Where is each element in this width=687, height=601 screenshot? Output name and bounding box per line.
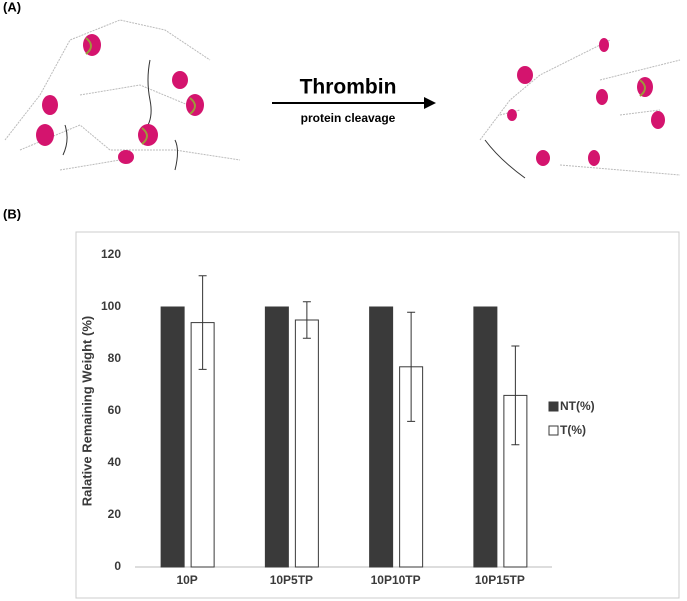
- bar: [369, 306, 394, 568]
- x-tick-label: 10P: [176, 573, 197, 587]
- network-before: [4, 19, 241, 171]
- panel-label: (B): [3, 206, 21, 221]
- y-axis-label: Ralative Remaining Weight (%): [79, 316, 94, 506]
- network-after: [479, 38, 681, 179]
- bar: [473, 306, 498, 568]
- bar: [264, 306, 289, 568]
- bar: [160, 306, 185, 568]
- legend-swatch: [548, 425, 559, 436]
- x-tick-label: 10P15TP: [475, 573, 525, 587]
- chart-frame: [75, 231, 680, 599]
- y-tick-label: 120: [101, 247, 121, 261]
- legend-label: NT(%): [560, 399, 595, 413]
- x-tick-label: 10P10TP: [371, 573, 421, 587]
- x-tick-label: 10P5TP: [270, 573, 313, 587]
- bar: [294, 319, 319, 568]
- error-bar: [302, 301, 311, 339]
- y-tick-label: 40: [108, 455, 122, 469]
- y-tick-label: 0: [114, 559, 121, 573]
- error-bar: [198, 275, 207, 370]
- error-bar: [511, 345, 520, 446]
- legend-label: T(%): [560, 423, 586, 437]
- arrow-title: Thrombin: [300, 76, 397, 99]
- y-tick-label: 20: [108, 507, 122, 521]
- panel-label: (A): [3, 0, 21, 14]
- y-tick-label: 80: [108, 351, 122, 365]
- legend-swatch: [548, 401, 559, 412]
- error-bar: [407, 311, 416, 422]
- arrow-head: [424, 97, 436, 109]
- arrow-subtitle: protein cleavage: [301, 111, 396, 125]
- y-tick-label: 60: [108, 403, 122, 417]
- y-tick-label: 100: [101, 299, 121, 313]
